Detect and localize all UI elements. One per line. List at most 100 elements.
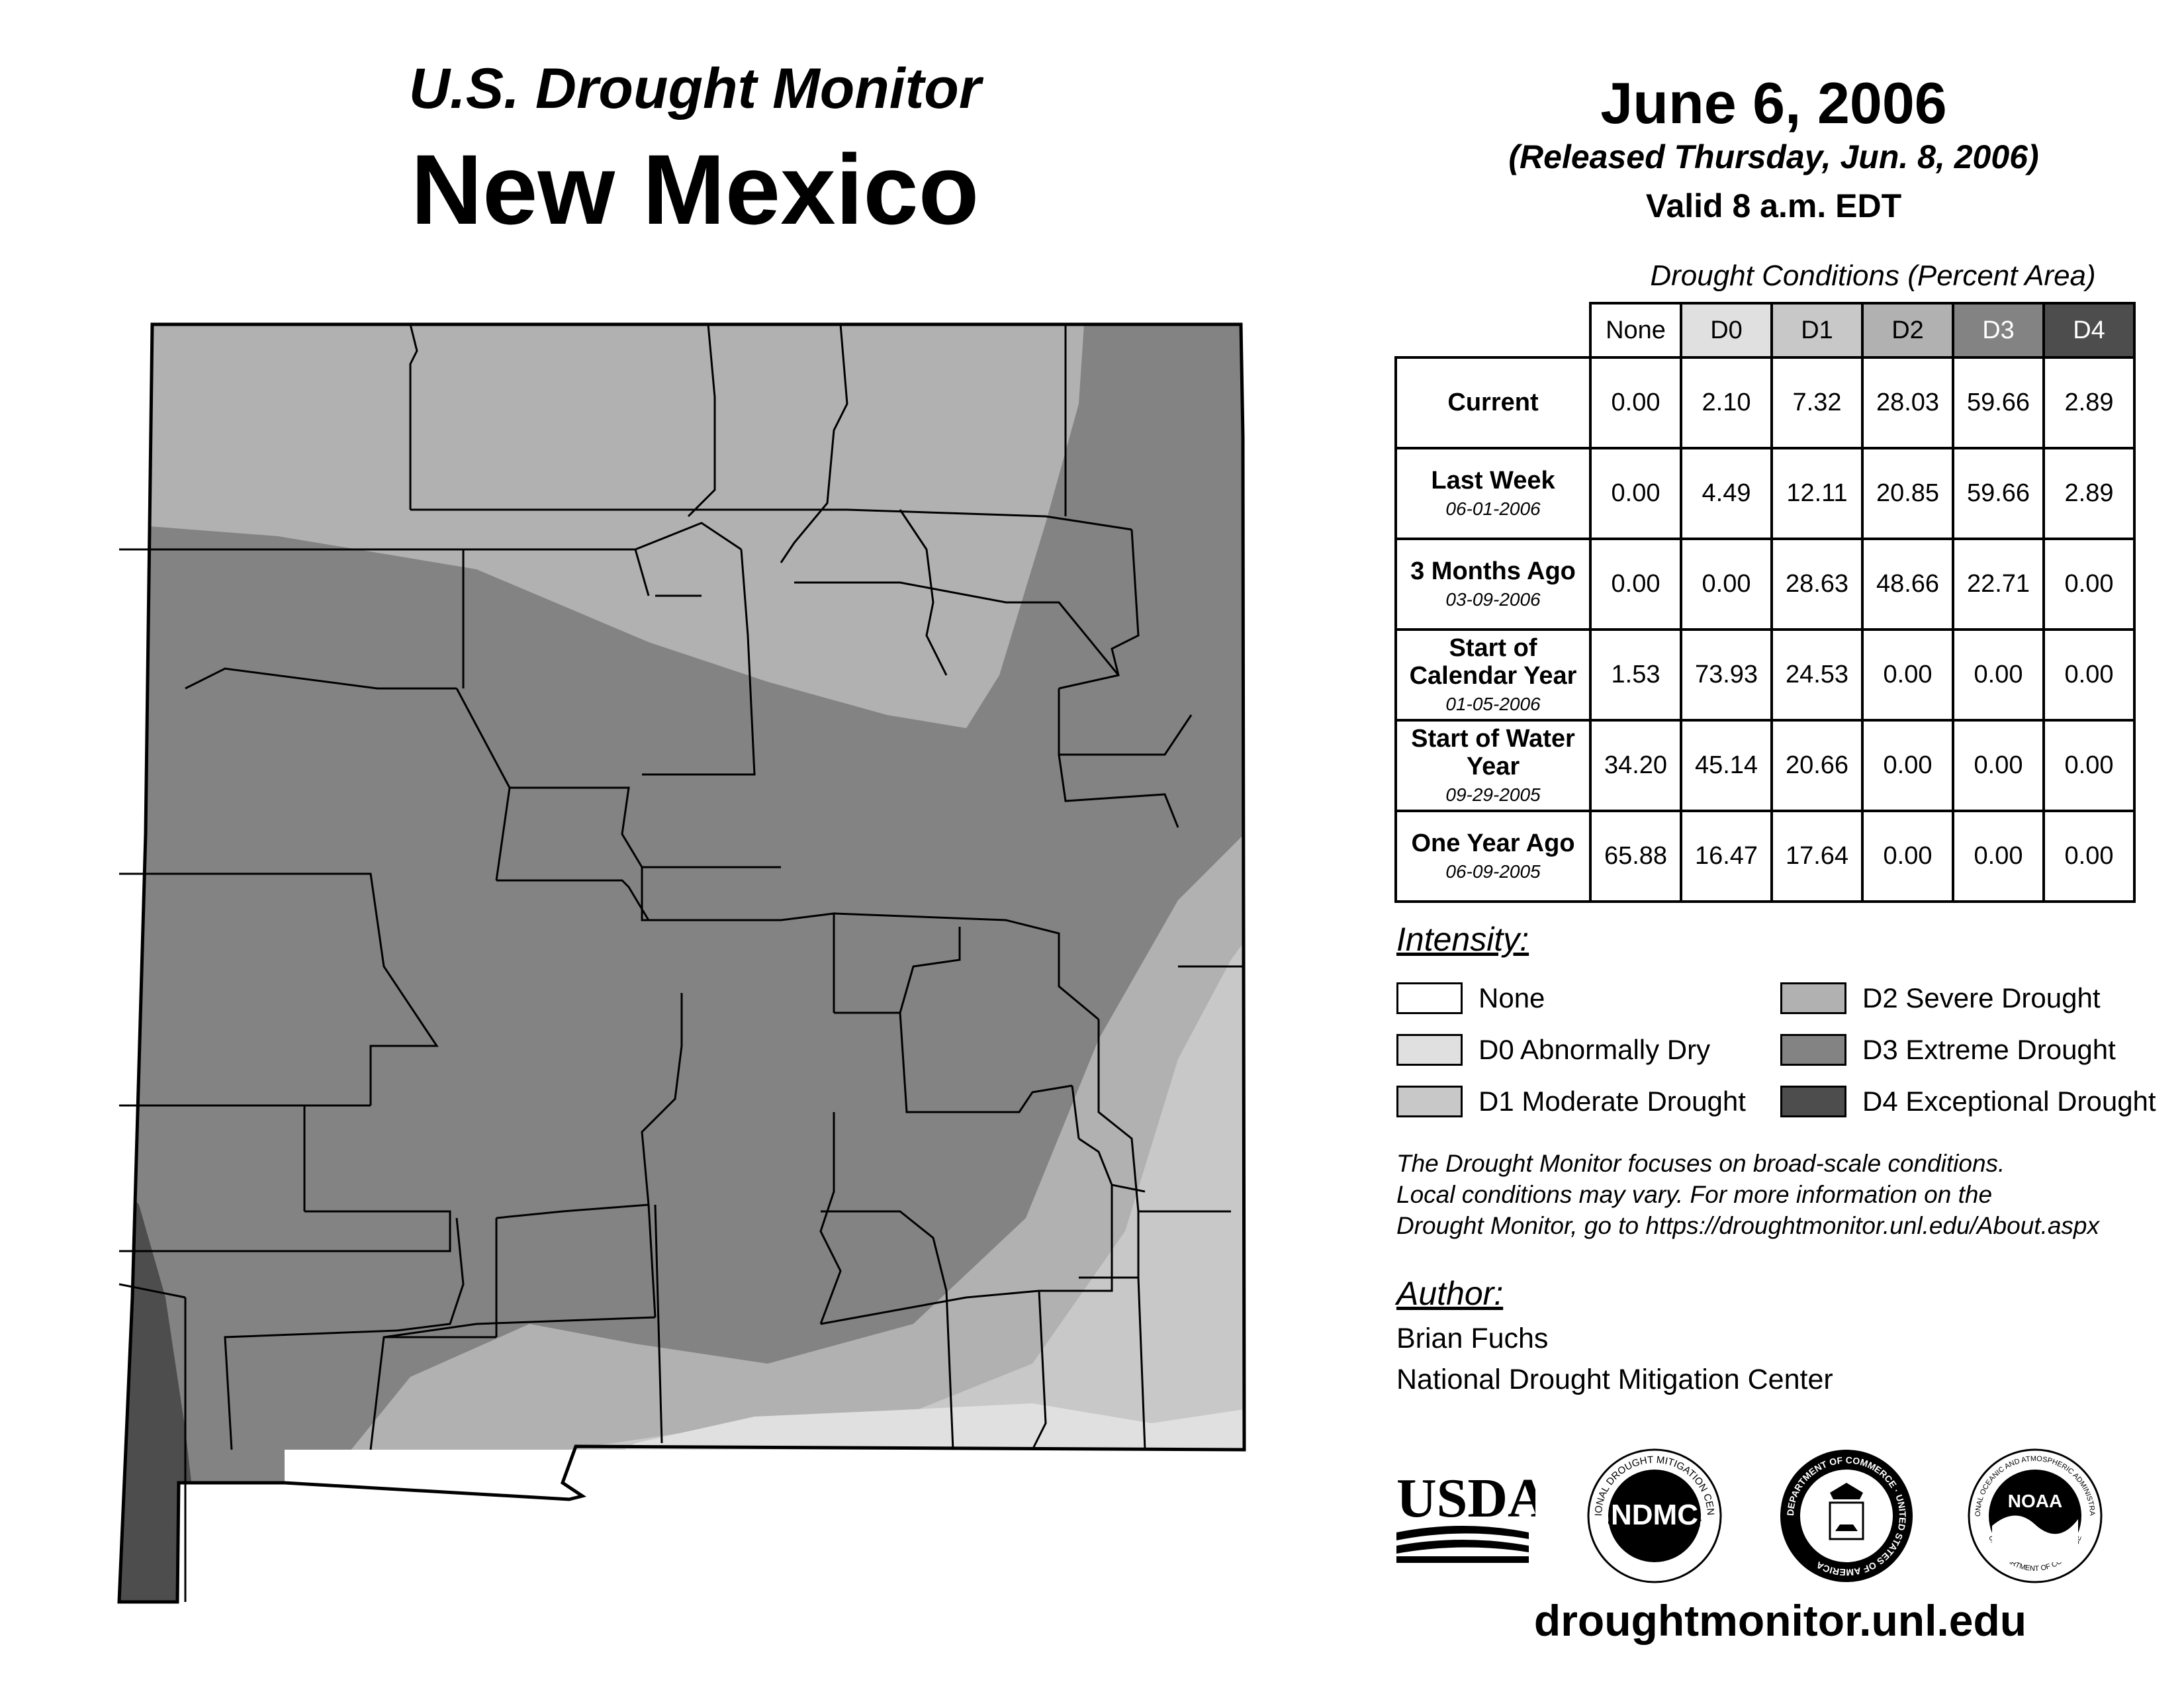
- table-cell: 0.00: [1589, 538, 1682, 631]
- table-cell: 22.71: [1952, 538, 2045, 631]
- state-title: New Mexico: [410, 134, 979, 245]
- note-line: Drought Monitor, go to https://droughtmo…: [1396, 1211, 2099, 1239]
- note-line: The Drought Monitor focuses on broad-sca…: [1396, 1150, 2005, 1177]
- legend-item-d0: D0 Abnormally Dry: [1396, 1033, 1710, 1067]
- usda-logo: USDA: [1396, 1468, 1535, 1563]
- table-cell: 0.00: [2042, 719, 2136, 812]
- row-label-last-week: Last Week 06-01-2006: [1394, 447, 1592, 540]
- note-line: Local conditions may vary. For more info…: [1396, 1180, 1993, 1208]
- row-label-date: 09-29-2005: [1445, 784, 1541, 805]
- state-outline: [117, 322, 1246, 1604]
- table-cell: 7.32: [1770, 356, 1864, 449]
- legend-swatch: [1780, 1086, 1846, 1117]
- column-header-d4: D4: [2042, 302, 2136, 359]
- d1-area-southeast: [569, 887, 1244, 1483]
- table-cell: 59.66: [1952, 447, 2045, 540]
- column-header-d1: D1: [1770, 302, 1864, 359]
- legend-item-d4: D4 Exceptional Drought: [1780, 1084, 2156, 1119]
- author-name: Brian Fuchs: [1396, 1323, 1549, 1354]
- table-cell: 59.66: [1952, 356, 2045, 449]
- table-cell: 0.00: [1589, 447, 1682, 540]
- ndmc-logo-text: NDMC: [1611, 1499, 1698, 1531]
- conditions-table: None D0 D1 D2 D3 D4 Current 0.00 2.10 7.…: [1394, 302, 2136, 903]
- table-cell: 45.14: [1680, 719, 1773, 812]
- table-cell: 48.66: [1861, 538, 1954, 631]
- conditions-title: Drought Conditions (Percent Area): [1650, 259, 2096, 292]
- row-label-date: 03-09-2006: [1445, 589, 1541, 610]
- legend-swatch: [1396, 1086, 1463, 1117]
- row-label-text: Current: [1447, 388, 1539, 416]
- row-label-date: 06-09-2005: [1445, 861, 1541, 882]
- row-label-text: Start of Water Year: [1411, 725, 1575, 781]
- table-cell: 0.00: [1952, 719, 2045, 812]
- table-cell: 2.89: [2042, 356, 2136, 449]
- shield-icon: [1829, 1501, 1864, 1540]
- row-label-date: 01-05-2006: [1445, 693, 1541, 714]
- county-boundaries: [118, 324, 1244, 1602]
- legend-item-none: None: [1396, 981, 1545, 1015]
- new-mexico-drought-map: [117, 322, 1246, 1604]
- release-date: (Released Thursday, Jun. 8, 2006): [1508, 138, 2039, 175]
- legend-swatch: [1780, 1034, 1846, 1066]
- column-header-none: None: [1589, 302, 1682, 359]
- table-cell: 16.47: [1680, 810, 1773, 903]
- row-label-text: 3 Months Ago: [1410, 557, 1576, 586]
- table-cell: 0.00: [1861, 628, 1954, 722]
- website-link[interactable]: droughtmonitor.unl.edu: [1533, 1596, 2027, 1645]
- row-label-text: Start of Calendar Year: [1409, 634, 1577, 690]
- row-label-current: Current: [1394, 356, 1592, 449]
- table-cell: 0.00: [1952, 628, 2045, 722]
- table-cell: 17.64: [1770, 810, 1864, 903]
- row-label-text: One Year Ago: [1411, 829, 1575, 858]
- legend-swatch: [1780, 982, 1846, 1014]
- table-cell: 65.88: [1589, 810, 1682, 903]
- column-header-d3: D3: [1952, 302, 2045, 359]
- author-title: Author:: [1396, 1275, 1504, 1312]
- legend-label: D2 Severe Drought: [1862, 982, 2101, 1013]
- author-organization: National Drought Mitigation Center: [1396, 1364, 1833, 1395]
- table-corner: [1396, 303, 1590, 357]
- table-cell: 73.93: [1680, 628, 1773, 722]
- table-cell: 20.66: [1770, 719, 1864, 812]
- row-label-one-year-ago: One Year Ago 06-09-2005: [1394, 810, 1592, 903]
- table-cell: 24.53: [1770, 628, 1864, 722]
- noaa-logo-text: NOAA: [2008, 1491, 2062, 1511]
- legend-item-d3: D3 Extreme Drought: [1780, 1033, 2116, 1067]
- table-cell: 0.00: [1952, 810, 2045, 903]
- legend-label: D3 Extreme Drought: [1862, 1034, 2116, 1065]
- row-label-text: Last Week: [1431, 467, 1555, 495]
- table-cell: 2.89: [2042, 447, 2136, 540]
- legend-label: D4 Exceptional Drought: [1862, 1086, 2156, 1117]
- table-cell: 28.63: [1770, 538, 1864, 631]
- valid-time: Valid 8 a.m. EDT: [1645, 187, 1902, 224]
- table-cell: 4.49: [1680, 447, 1773, 540]
- eagle-icon: [1830, 1483, 1863, 1499]
- row-label-3-months-ago: 3 Months Ago 03-09-2006: [1394, 538, 1592, 631]
- usda-logo-text: USDA: [1396, 1468, 1535, 1529]
- table-cell: 0.00: [2042, 538, 2136, 631]
- row-label-start-of-water-year: Start of Water Year 09-29-2005: [1394, 719, 1592, 812]
- ship-icon: [1835, 1524, 1858, 1531]
- table-cell: 20.85: [1861, 447, 1954, 540]
- disclaimer-note: The Drought Monitor focuses on broad-sca…: [1396, 1149, 2158, 1242]
- table-cell: 28.03: [1861, 356, 1954, 449]
- legend-label: None: [1479, 982, 1545, 1013]
- table-cell: 2.10: [1680, 356, 1773, 449]
- table-cell: 0.00: [2042, 628, 2136, 722]
- table-cell: 0.00: [1861, 719, 1954, 812]
- table-cell: 12.11: [1770, 447, 1864, 540]
- table-cell: 34.20: [1589, 719, 1682, 812]
- legend-item-d2: D2 Severe Drought: [1780, 981, 2101, 1015]
- table-cell: 1.53: [1589, 628, 1682, 722]
- table-cell: 0.00: [1680, 538, 1773, 631]
- legend-swatch: [1396, 982, 1463, 1014]
- column-header-d2: D2: [1861, 302, 1954, 359]
- legend-label: D0 Abnormally Dry: [1479, 1034, 1711, 1065]
- noaa-logo: NATIONAL OCEANIC AND ATMOSPHERIC ADMINIS…: [1966, 1446, 2103, 1583]
- column-header-d0: D0: [1680, 302, 1773, 359]
- ndmc-logo: NATIONAL DROUGHT MITIGATION CENTER UNIVE…: [1585, 1446, 1722, 1583]
- table-cell: 0.00: [2042, 810, 2136, 903]
- legend-item-d1: D1 Moderate Drought: [1396, 1084, 1746, 1119]
- seagull-icon: [1992, 1515, 2078, 1562]
- map-subtitle: U.S. Drought Monitor: [408, 57, 981, 120]
